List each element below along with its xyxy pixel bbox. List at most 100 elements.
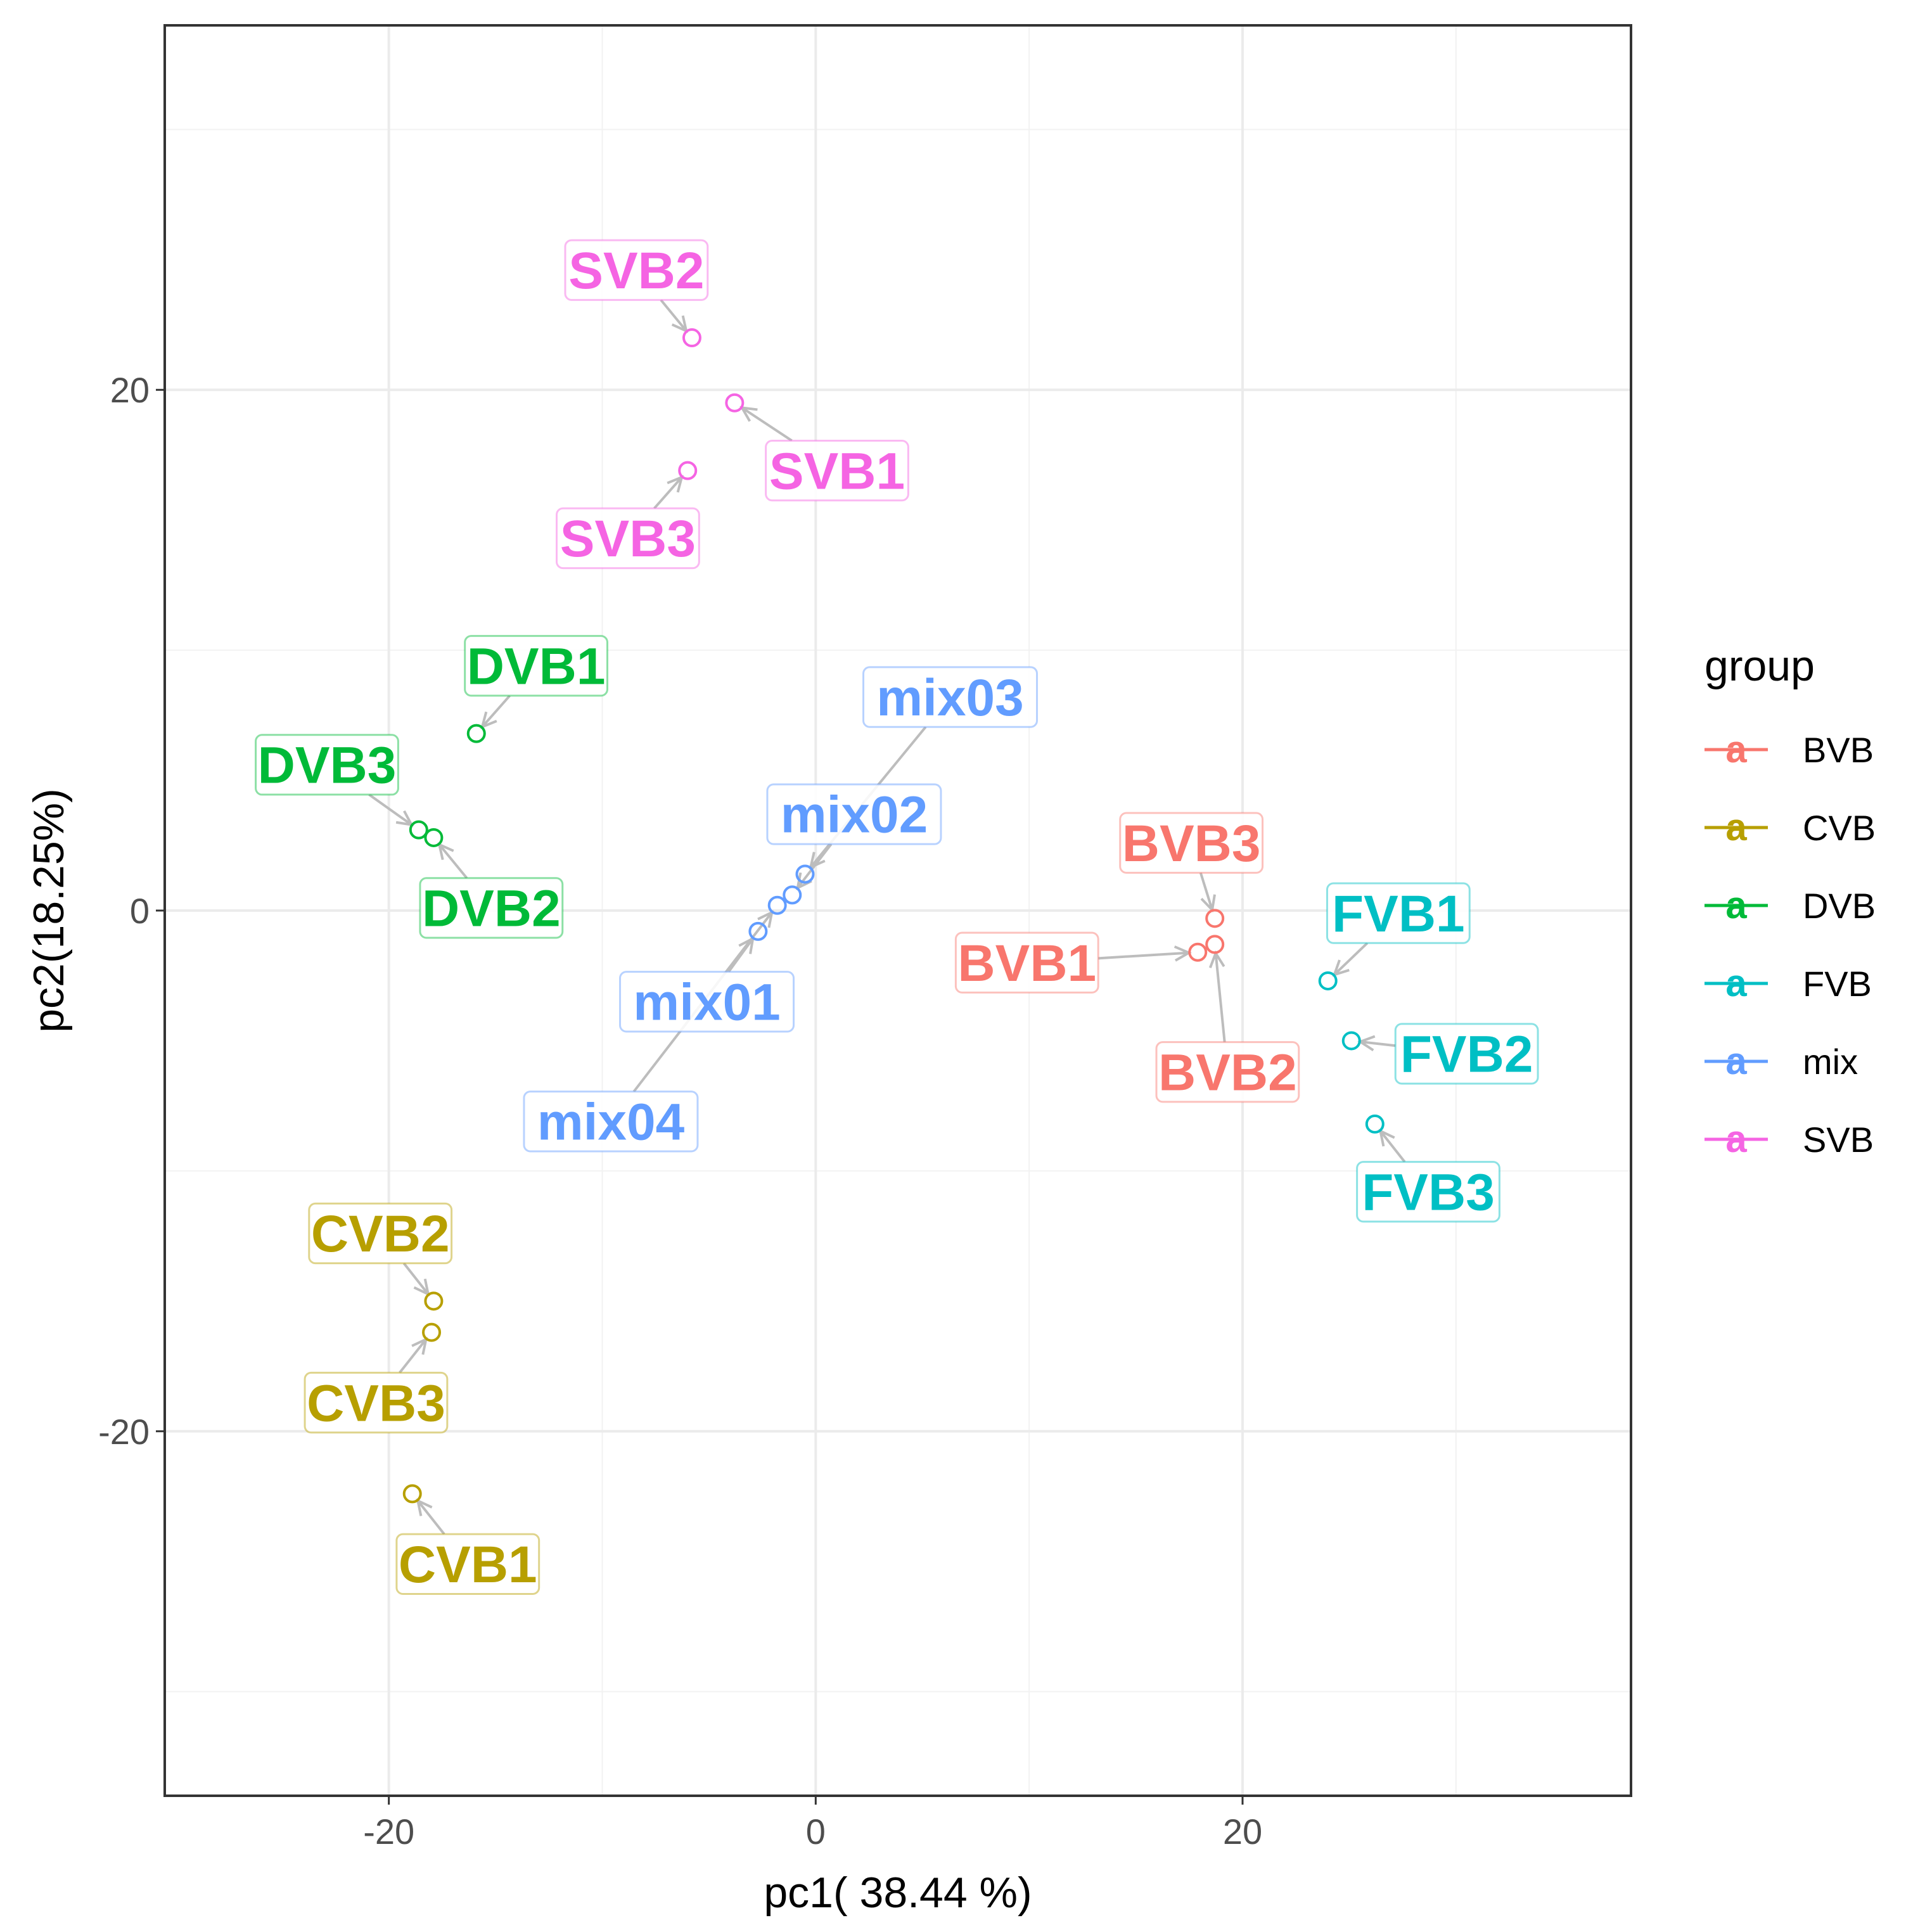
label-box bbox=[564, 239, 709, 301]
label-box bbox=[1119, 812, 1264, 874]
leader-line bbox=[368, 793, 413, 826]
data-point bbox=[466, 724, 486, 743]
data-points bbox=[402, 328, 1385, 1504]
y-tick-label: 0 bbox=[130, 891, 150, 931]
label-text: mix04 bbox=[537, 1094, 685, 1151]
point-label-BVB1: BVB1 bbox=[954, 931, 1099, 994]
data-point bbox=[678, 461, 698, 480]
label-text: SVB1 bbox=[769, 442, 905, 500]
leader-line bbox=[1214, 953, 1226, 1042]
point-label-CVB1: CVB1 bbox=[395, 1533, 540, 1595]
leader-line bbox=[653, 476, 683, 509]
point-label-DVB3: DVB3 bbox=[255, 734, 399, 796]
leader-line bbox=[1199, 872, 1213, 911]
legend-key-glyph: a bbox=[1725, 1040, 1747, 1082]
leader-line bbox=[660, 299, 688, 332]
legend-label: DVB bbox=[1803, 886, 1876, 926]
label-text: FVB3 bbox=[1362, 1163, 1495, 1221]
point-label-FVB3: FVB3 bbox=[1356, 1161, 1500, 1223]
leader-line bbox=[402, 1262, 430, 1295]
label-text: CVB2 bbox=[311, 1205, 450, 1263]
data-point bbox=[409, 820, 428, 840]
legend-entry-DVB: a DVB bbox=[1705, 884, 1876, 926]
label-text: SVB3 bbox=[560, 510, 696, 568]
data-point bbox=[424, 1291, 444, 1311]
label-text: CVB3 bbox=[307, 1374, 445, 1432]
label-box bbox=[464, 635, 608, 697]
point-label-SVB3: SVB3 bbox=[556, 507, 700, 570]
label-text: mix02 bbox=[781, 786, 928, 844]
legend-entry-mix: a mix bbox=[1705, 1040, 1858, 1082]
legend-key-glyph: a bbox=[1725, 962, 1747, 1004]
data-point bbox=[725, 393, 745, 413]
label-box bbox=[1394, 1023, 1539, 1085]
label-text: FVB2 bbox=[1400, 1026, 1533, 1084]
point-label-CVB2: CVB2 bbox=[308, 1202, 453, 1265]
legend-label: BVB bbox=[1803, 730, 1874, 770]
label-text: FVB1 bbox=[1332, 885, 1465, 943]
leader-line bbox=[1333, 942, 1369, 976]
legend-key-glyph: a bbox=[1725, 728, 1747, 771]
label-text: mix01 bbox=[633, 974, 781, 1032]
label-text: mix03 bbox=[876, 669, 1024, 727]
point-label-DVB2: DVB2 bbox=[419, 877, 564, 939]
label-text: DVB2 bbox=[422, 880, 561, 938]
point-label-SVB2: SVB2 bbox=[564, 239, 709, 301]
legend-label: mix bbox=[1803, 1042, 1858, 1082]
legend-key-glyph: a bbox=[1725, 884, 1747, 926]
label-box bbox=[556, 507, 700, 570]
point-label-mix01: mix01 bbox=[619, 971, 795, 1033]
data-point bbox=[1188, 942, 1208, 962]
data-point bbox=[1205, 909, 1225, 928]
label-text: DVB3 bbox=[258, 737, 397, 795]
leader-line bbox=[416, 1500, 445, 1535]
point-labels: BVB1 BVB2 BVB3 CVB1 CVB2 CVB3 DVB1 DVB2 DVB3 FVB1… bbox=[255, 239, 1539, 1595]
point-label-mix03: mix03 bbox=[862, 666, 1039, 728]
point-label-BVB2: BVB2 bbox=[1155, 1041, 1300, 1103]
label-box bbox=[1155, 1041, 1300, 1103]
label-box bbox=[304, 1371, 449, 1434]
legend: group a BVB a CVB a DVB a FVB a mix a SVB bbox=[1705, 642, 1876, 1160]
x-axis-title: pc1( 38.44 %) bbox=[764, 1869, 1032, 1917]
data-point bbox=[682, 328, 701, 348]
label-box bbox=[954, 931, 1099, 994]
leader-line bbox=[1379, 1130, 1406, 1163]
label-box bbox=[766, 783, 942, 845]
label-text: CVB1 bbox=[399, 1536, 537, 1594]
label-text: BVB2 bbox=[1158, 1044, 1297, 1101]
leader-line bbox=[1098, 951, 1189, 960]
label-box bbox=[862, 666, 1039, 728]
data-point bbox=[1205, 935, 1225, 954]
leader-line bbox=[399, 1338, 427, 1374]
legend-label: FVB bbox=[1803, 964, 1872, 1004]
point-label-mix04: mix04 bbox=[523, 1091, 699, 1153]
axes: -20 0 20 -20 0 20 bbox=[98, 370, 1262, 1852]
legend-entry-CVB: a CVB bbox=[1705, 806, 1876, 848]
legend-key-glyph: a bbox=[1725, 806, 1747, 848]
label-text: DVB1 bbox=[467, 637, 606, 695]
y-axis-title: pc2(18.25%) bbox=[25, 788, 73, 1033]
label-text: BVB3 bbox=[1122, 815, 1261, 873]
x-tick-label: 0 bbox=[806, 1812, 826, 1852]
data-point bbox=[1341, 1031, 1361, 1051]
data-point bbox=[1365, 1114, 1385, 1134]
label-box bbox=[419, 877, 564, 939]
x-tick-label: -20 bbox=[363, 1812, 414, 1852]
point-label-BVB3: BVB3 bbox=[1119, 812, 1264, 874]
data-point bbox=[424, 828, 444, 847]
data-point bbox=[422, 1322, 442, 1342]
leader-line bbox=[741, 406, 793, 442]
point-label-FVB1: FVB1 bbox=[1326, 882, 1471, 944]
leader-line bbox=[1360, 1040, 1396, 1047]
legend-entry-FVB: a FVB bbox=[1705, 962, 1872, 1004]
label-box bbox=[1326, 882, 1471, 944]
leader-line bbox=[481, 694, 511, 728]
label-box bbox=[308, 1202, 453, 1265]
data-point bbox=[783, 885, 802, 905]
data-point bbox=[767, 895, 787, 915]
leader-line bbox=[438, 843, 468, 880]
point-label-mix02: mix02 bbox=[766, 783, 942, 845]
data-point bbox=[748, 921, 768, 941]
x-tick-label: 20 bbox=[1223, 1812, 1262, 1852]
label-text: BVB1 bbox=[957, 935, 1096, 992]
